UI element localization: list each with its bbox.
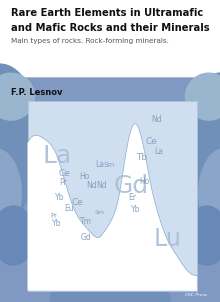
Text: Tb: Tb: [136, 153, 147, 162]
Text: Sm: Sm: [95, 210, 105, 215]
Text: La: La: [43, 143, 72, 168]
Text: Main types of rocks. Rock-forming minerals.: Main types of rocks. Rock-forming minera…: [11, 38, 169, 44]
Ellipse shape: [50, 260, 170, 302]
Text: Nd: Nd: [96, 181, 106, 190]
Text: Lu: Lu: [153, 226, 181, 251]
Text: Tm: Tm: [80, 217, 92, 226]
Text: Gd: Gd: [113, 174, 148, 198]
Text: Nd: Nd: [86, 181, 97, 190]
Text: CRC Press: CRC Press: [185, 293, 207, 297]
Text: Ho: Ho: [79, 172, 90, 181]
Text: Yb: Yb: [52, 219, 62, 228]
Text: Pr: Pr: [50, 213, 57, 219]
Ellipse shape: [0, 148, 22, 239]
Text: Ce: Ce: [71, 198, 83, 207]
Ellipse shape: [0, 205, 35, 266]
Ellipse shape: [185, 205, 220, 266]
Text: La: La: [96, 160, 104, 169]
Text: Pr: Pr: [59, 178, 67, 187]
Bar: [0, 77, 220, 302]
Text: Sm: Sm: [103, 162, 114, 168]
Ellipse shape: [0, 72, 35, 121]
Text: Er: Er: [128, 193, 136, 202]
Text: Ho: Ho: [139, 177, 149, 186]
Ellipse shape: [198, 148, 220, 239]
Bar: [0, 0, 220, 77]
Text: Yb: Yb: [55, 193, 64, 202]
Text: Rare Earth Elements in Ultramafic: Rare Earth Elements in Ultramafic: [11, 8, 203, 18]
Text: Ce: Ce: [59, 169, 71, 178]
Text: Ce: Ce: [146, 137, 158, 146]
Ellipse shape: [0, 63, 42, 220]
Text: Yb: Yb: [130, 205, 140, 214]
Text: Gd: Gd: [81, 233, 91, 242]
Ellipse shape: [178, 72, 220, 230]
Text: and Mafic Rocks and their Minerals: and Mafic Rocks and their Minerals: [11, 23, 210, 33]
Text: F.P. Lesnov: F.P. Lesnov: [11, 88, 62, 97]
Ellipse shape: [185, 72, 220, 121]
Text: La: La: [154, 146, 163, 156]
Text: Nd: Nd: [151, 115, 161, 124]
Text: Eu: Eu: [64, 204, 74, 213]
Bar: [28, 101, 197, 291]
